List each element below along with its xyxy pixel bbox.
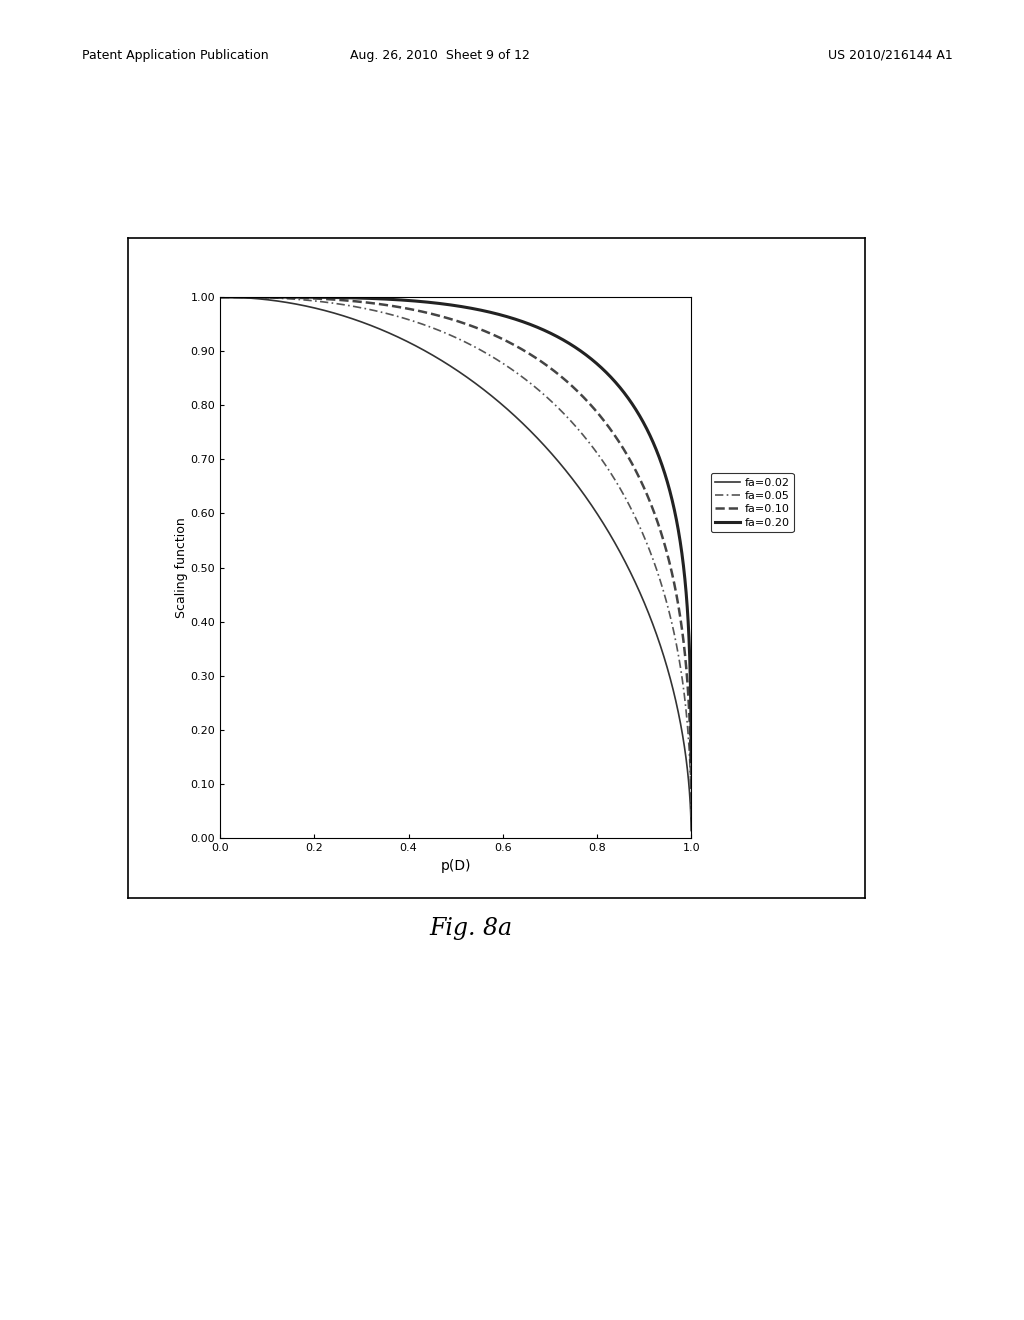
Line: fa=0.02: fa=0.02 bbox=[220, 297, 691, 830]
fa=0.02 bbox=[685, 822, 697, 838]
X-axis label: p(D): p(D) bbox=[440, 858, 471, 873]
Line: fa=0.10: fa=0.10 bbox=[220, 297, 691, 803]
fa=0.10 bbox=[415, 304, 427, 319]
fa=0.02 bbox=[415, 341, 427, 356]
fa=0.10 bbox=[267, 289, 280, 305]
fa=0.20 bbox=[267, 289, 280, 305]
Text: Patent Application Publication: Patent Application Publication bbox=[82, 49, 268, 62]
fa=0.05 bbox=[394, 309, 407, 325]
fa=0.20 bbox=[676, 545, 688, 561]
fa=0.02 bbox=[625, 566, 637, 582]
Text: Fig. 8a: Fig. 8a bbox=[429, 917, 513, 940]
fa=0.02 bbox=[267, 293, 280, 309]
fa=0.10 bbox=[676, 620, 688, 636]
Legend: fa=0.02, fa=0.05, fa=0.10, fa=0.20: fa=0.02, fa=0.05, fa=0.10, fa=0.20 bbox=[711, 473, 794, 532]
fa=0.10 bbox=[394, 300, 407, 315]
fa=0.05 bbox=[214, 289, 226, 305]
fa=0.10 bbox=[214, 289, 226, 305]
fa=0.05 bbox=[625, 502, 637, 517]
fa=0.20 bbox=[214, 289, 226, 305]
fa=0.05 bbox=[685, 810, 697, 826]
Text: Aug. 26, 2010  Sheet 9 of 12: Aug. 26, 2010 Sheet 9 of 12 bbox=[350, 49, 530, 62]
fa=0.02 bbox=[296, 297, 308, 313]
Text: US 2010/216144 A1: US 2010/216144 A1 bbox=[827, 49, 952, 62]
fa=0.02 bbox=[214, 289, 226, 305]
fa=0.20 bbox=[685, 754, 697, 770]
fa=0.20 bbox=[625, 395, 637, 411]
fa=0.20 bbox=[415, 293, 427, 309]
fa=0.02 bbox=[676, 723, 688, 739]
fa=0.20 bbox=[296, 289, 308, 305]
Line: fa=0.05: fa=0.05 bbox=[220, 297, 691, 818]
fa=0.05 bbox=[267, 290, 280, 306]
fa=0.05 bbox=[296, 292, 308, 308]
Line: fa=0.20: fa=0.20 bbox=[220, 297, 691, 762]
Y-axis label: Scaling function: Scaling function bbox=[175, 517, 187, 618]
fa=0.05 bbox=[676, 669, 688, 685]
fa=0.05 bbox=[415, 315, 427, 331]
fa=0.02 bbox=[394, 330, 407, 346]
fa=0.10 bbox=[625, 454, 637, 470]
fa=0.10 bbox=[685, 795, 697, 810]
fa=0.10 bbox=[296, 290, 308, 306]
fa=0.20 bbox=[394, 292, 407, 308]
